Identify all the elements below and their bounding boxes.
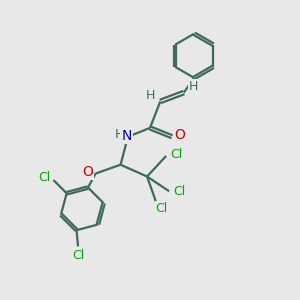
Text: H: H (114, 128, 124, 141)
Text: Cl: Cl (72, 249, 84, 262)
Text: Cl: Cl (173, 185, 186, 198)
Text: O: O (82, 165, 93, 179)
Text: N: N (122, 129, 132, 143)
Text: O: O (175, 128, 185, 142)
Text: Cl: Cl (170, 148, 182, 161)
Text: H: H (189, 80, 198, 93)
Text: Cl: Cl (156, 202, 168, 215)
Text: H: H (146, 89, 156, 102)
Text: Cl: Cl (38, 171, 51, 184)
